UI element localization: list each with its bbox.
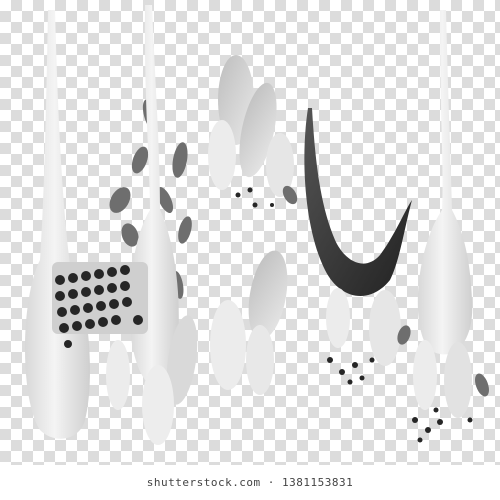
- peppercorn-tray: [52, 262, 148, 348]
- garlic-bulb-left: [25, 10, 90, 439]
- parsley-leaves-right: [397, 325, 489, 397]
- footer-bar: shutterstock.com · 1381153831: [0, 465, 500, 500]
- garlic-cloves-top-center: [208, 55, 294, 197]
- garlic-still-life-scene: [25, 5, 489, 445]
- peppercorns-top-center: [235, 187, 274, 208]
- garlic-bulb-right: [417, 10, 473, 355]
- watermark-text: shutterstock.com · 1381153831: [146, 476, 354, 489]
- peppercorns-bottom-right: [327, 357, 473, 443]
- chili-pepper: [304, 108, 412, 297]
- garlic-cloves-right: [326, 288, 472, 418]
- garlic-cloves-center-bottom: [106, 250, 288, 445]
- parsley-leaf-small: [282, 185, 298, 205]
